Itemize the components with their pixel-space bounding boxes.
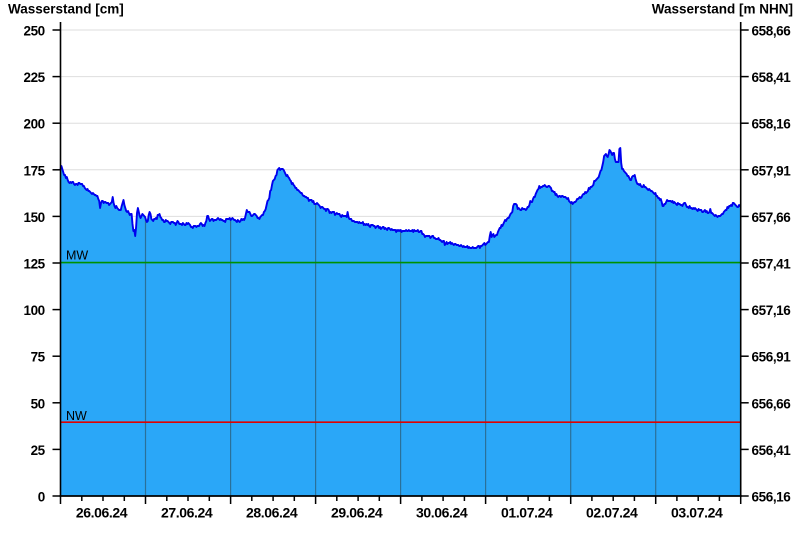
svg-text:656,91: 656,91: [752, 350, 792, 365]
svg-text:656,66: 656,66: [752, 396, 792, 411]
svg-text:150: 150: [23, 210, 44, 225]
svg-text:26.06.24: 26.06.24: [76, 505, 128, 521]
svg-text:29.06.24: 29.06.24: [331, 505, 383, 521]
svg-text:75: 75: [31, 350, 46, 365]
svg-text:28.06.24: 28.06.24: [246, 505, 298, 521]
svg-text:NW: NW: [66, 409, 87, 423]
svg-text:27.06.24: 27.06.24: [161, 505, 213, 521]
svg-text:175: 175: [23, 163, 45, 178]
svg-text:25: 25: [31, 443, 46, 458]
svg-text:225: 225: [23, 70, 45, 85]
svg-text:658,41: 658,41: [752, 70, 792, 85]
svg-text:0: 0: [38, 490, 45, 505]
svg-text:Wasserstand [m NHN]: Wasserstand [m NHN]: [652, 2, 793, 17]
svg-text:658,16: 658,16: [752, 117, 792, 132]
svg-text:656,41: 656,41: [752, 443, 792, 458]
svg-text:MW: MW: [66, 249, 88, 263]
svg-text:657,41: 657,41: [752, 257, 792, 272]
svg-text:200: 200: [23, 117, 44, 132]
svg-text:658,66: 658,66: [752, 24, 792, 39]
svg-text:30.06.24: 30.06.24: [416, 505, 468, 521]
svg-text:100: 100: [23, 303, 44, 318]
svg-text:50: 50: [31, 396, 45, 411]
svg-text:657,16: 657,16: [752, 303, 792, 318]
svg-text:250: 250: [23, 24, 44, 39]
svg-text:02.07.24: 02.07.24: [586, 505, 638, 521]
svg-text:01.07.24: 01.07.24: [501, 505, 553, 521]
svg-text:656,16: 656,16: [752, 490, 792, 505]
svg-text:657,91: 657,91: [752, 163, 792, 178]
svg-text:03.07.24: 03.07.24: [671, 505, 723, 521]
svg-text:125: 125: [23, 257, 45, 272]
svg-text:Wasserstand [cm]: Wasserstand [cm]: [8, 2, 124, 17]
svg-text:657,66: 657,66: [752, 210, 792, 225]
